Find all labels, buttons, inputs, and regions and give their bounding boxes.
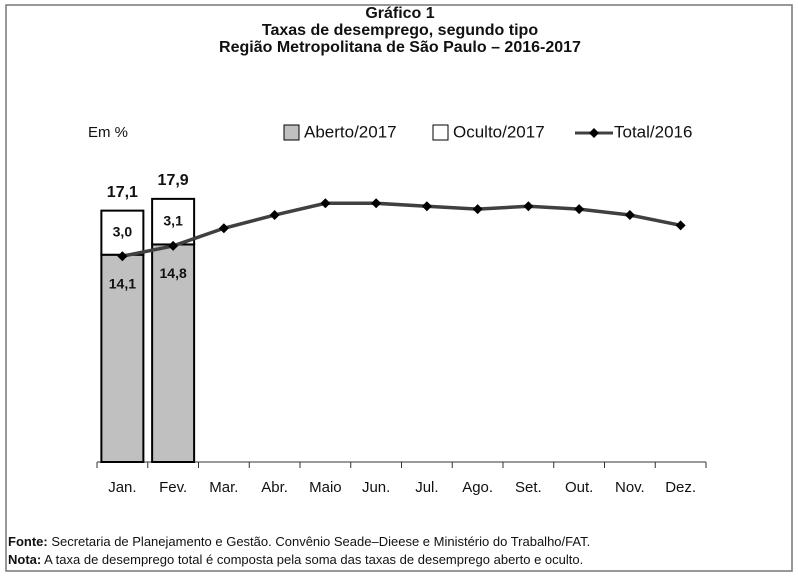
marker (624, 210, 635, 221)
bar-segment (100, 253, 145, 463)
legend-label: Total/2016 (614, 122, 692, 141)
note-label: Fonte: (8, 534, 48, 549)
x-tick-label: Jan. (108, 479, 136, 496)
marker (168, 240, 179, 251)
marker (523, 201, 534, 212)
legend-swatch (432, 124, 449, 141)
total-label: 17,1 (107, 184, 138, 201)
x-tick-label: Out. (565, 479, 593, 496)
note-text: Secretaria de Planejamento e Gestão. Con… (48, 534, 590, 549)
data-label: 14,8 (160, 265, 187, 281)
marker (675, 220, 686, 231)
note-text: A taxa de desemprego total é composta pe… (41, 552, 583, 567)
x-tick-label: Maio (309, 479, 342, 496)
legend-label: Aberto/2017 (304, 122, 397, 141)
marker (269, 210, 280, 221)
marker (421, 201, 432, 212)
note: Nota: A taxa de desemprego total é compo… (8, 552, 583, 567)
bar-segment (151, 243, 196, 463)
x-tick-label: Fev. (159, 479, 187, 496)
chart-subtitle: Região Metropolitana de São Paulo – 2016… (219, 39, 581, 56)
marker (371, 198, 382, 209)
x-tick-label: Nov. (615, 479, 645, 496)
x-tick-label: Set. (515, 479, 542, 496)
line (122, 201, 681, 258)
x-tick-label: Abr. (261, 479, 288, 496)
note-label: Nota: (8, 552, 41, 567)
legend-marker (589, 128, 599, 138)
marker (574, 204, 585, 215)
bar-segment (151, 197, 196, 246)
x-tick-label: Jul. (415, 479, 438, 496)
legend-swatch (283, 124, 300, 141)
data-label: 3,1 (163, 212, 183, 228)
data-label: 3,0 (113, 223, 133, 239)
bar-segment (100, 209, 145, 256)
data-label: 14,1 (109, 275, 136, 291)
legend-label: Oculto/2017 (453, 122, 545, 141)
marker (218, 223, 229, 234)
x-tick-label: Jun. (362, 479, 390, 496)
x-tick-label: Mar. (209, 479, 238, 496)
marker (472, 204, 483, 215)
total-label: 17,9 (158, 172, 189, 189)
chart-subtitle: Taxas de desemprego, segundo tipo (262, 22, 538, 39)
x-tick-label: Dez. (665, 479, 696, 496)
marker (320, 198, 331, 209)
marker (117, 251, 128, 262)
x-tick-label: Ago. (462, 479, 493, 496)
unit-label: Em % (88, 124, 128, 141)
note: Fonte: Secretaria de Planejamento e Gest… (8, 534, 590, 549)
chart-title: Gráfico 1 (365, 5, 434, 22)
